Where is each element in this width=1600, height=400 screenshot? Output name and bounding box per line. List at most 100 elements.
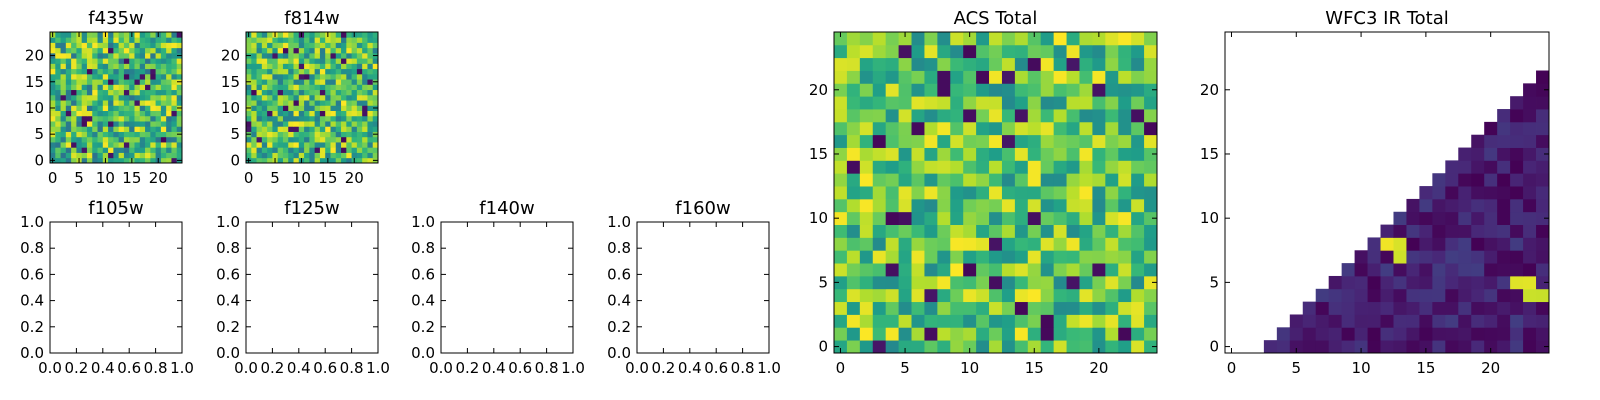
heatmap-cell: [1040, 263, 1055, 277]
heatmap-cell: [304, 37, 310, 43]
heatmap-cell: [346, 84, 352, 91]
heatmap-cell: [160, 52, 167, 59]
heatmap-cell: [1510, 121, 1524, 136]
heatmap-cell: [309, 131, 316, 138]
heatmap-cell: [150, 136, 156, 143]
heatmap-cell: [102, 136, 109, 143]
heatmap-cell: [282, 152, 289, 159]
heatmap-cell: [1131, 109, 1145, 123]
heatmap-cell: [937, 275, 951, 290]
heatmap-cell: [50, 152, 56, 159]
axes-frame: [636, 221, 770, 354]
heatmap-cell: [267, 94, 273, 101]
heatmap-cell: [86, 73, 93, 80]
heatmap-cell: [81, 147, 88, 153]
heatmap-cell: [314, 58, 321, 64]
heatmap-cell: [267, 131, 273, 138]
heatmap-cell: [976, 96, 990, 110]
heatmap-cell: [293, 94, 300, 101]
heatmap-cell: [86, 58, 93, 64]
heatmap-cell: [1484, 314, 1498, 328]
heatmap-cell: [1536, 224, 1550, 238]
heatmap-cell: [97, 100, 104, 106]
y-tick-label: 0.8: [20, 239, 44, 257]
heatmap-cell: [102, 79, 109, 85]
heatmap-cell: [108, 73, 114, 80]
heatmap-cell: [118, 32, 125, 38]
heatmap-cell: [911, 288, 925, 303]
heatmap-cell: [1380, 288, 1394, 303]
heatmap-cell: [1001, 314, 1016, 328]
y-tick-label: 0.6: [20, 265, 44, 283]
x-tick-label: 0.6: [704, 359, 728, 377]
heatmap-cell: [1341, 340, 1355, 354]
heatmap-cell: [282, 73, 289, 80]
heatmap-cell: [885, 96, 899, 110]
heatmap-cell: [1131, 70, 1145, 84]
heatmap-cell: [97, 126, 104, 132]
heatmap-cell: [1144, 134, 1158, 148]
heatmap-cell: [1536, 121, 1550, 136]
heatmap-cell: [71, 32, 77, 38]
heatmap-cell: [288, 115, 294, 122]
heatmap-cell: [963, 96, 977, 110]
heatmap-cell: [118, 136, 125, 143]
x-tick-label: 0.4: [287, 359, 311, 377]
heatmap-cell: [346, 157, 352, 164]
heatmap-cell: [356, 121, 363, 127]
heatmap-cell: [937, 57, 951, 71]
heatmap-cell: [166, 89, 172, 96]
heatmap-cell: [351, 68, 358, 75]
heatmap-cell: [1432, 327, 1446, 341]
heatmap-cell: [160, 157, 167, 164]
heatmap-cell: [155, 68, 162, 75]
heatmap-cell: [282, 42, 289, 49]
heatmap-cell: [171, 84, 178, 91]
heatmap-cell: [102, 110, 109, 117]
heatmap-cell: [325, 79, 331, 85]
heatmap-cell: [118, 147, 125, 153]
heatmap-cell: [123, 52, 130, 59]
heatmap-cell: [911, 96, 925, 110]
heatmap-cell: [1328, 301, 1343, 315]
heatmap-cell: [298, 68, 305, 75]
heatmap-cell: [314, 126, 321, 132]
x-tick-label: 0.2: [64, 359, 88, 377]
heatmap-cell: [1341, 263, 1355, 277]
heatmap-cell: [885, 57, 899, 71]
heatmap-cell: [267, 100, 273, 106]
heatmap-cell: [298, 47, 305, 54]
heatmap-cell: [288, 84, 294, 91]
heatmap-cell: [1536, 109, 1550, 123]
heatmap-cell: [924, 83, 938, 97]
heatmap-cell: [335, 115, 342, 122]
heatmap-cell: [1536, 186, 1550, 200]
x-tick-label: 15: [318, 169, 337, 187]
heatmap-cell: [963, 186, 977, 200]
heatmap-cell: [1510, 288, 1524, 303]
heatmap-cell: [76, 68, 83, 75]
heatmap-cell: [1118, 173, 1132, 187]
heatmap-cell: [341, 79, 347, 85]
heatmap-cell: [1027, 186, 1042, 200]
heatmap-cell: [924, 314, 938, 328]
heatmap-cell: [872, 327, 887, 341]
heatmap-cell: [81, 126, 88, 132]
heatmap-cell: [362, 136, 368, 143]
heatmap-cell: [1302, 314, 1317, 328]
heatmap-cell: [859, 160, 874, 174]
heatmap-cell: [55, 79, 61, 85]
heatmap-cell: [325, 84, 331, 91]
heatmap-cell: [282, 126, 289, 132]
heatmap-cell: [1458, 224, 1472, 238]
heatmap-cell: [65, 94, 72, 101]
heatmap-cell: [325, 47, 331, 54]
heatmap-cell: [129, 136, 135, 143]
heatmap-cell: [367, 142, 374, 148]
heatmap-cell: [81, 32, 88, 38]
y-tick-label: 0.0: [411, 344, 435, 362]
heatmap-cell: [176, 89, 183, 96]
heatmap-cell: [304, 47, 310, 54]
heatmap-cell: [97, 115, 104, 122]
heatmap-cell: [1105, 83, 1119, 97]
